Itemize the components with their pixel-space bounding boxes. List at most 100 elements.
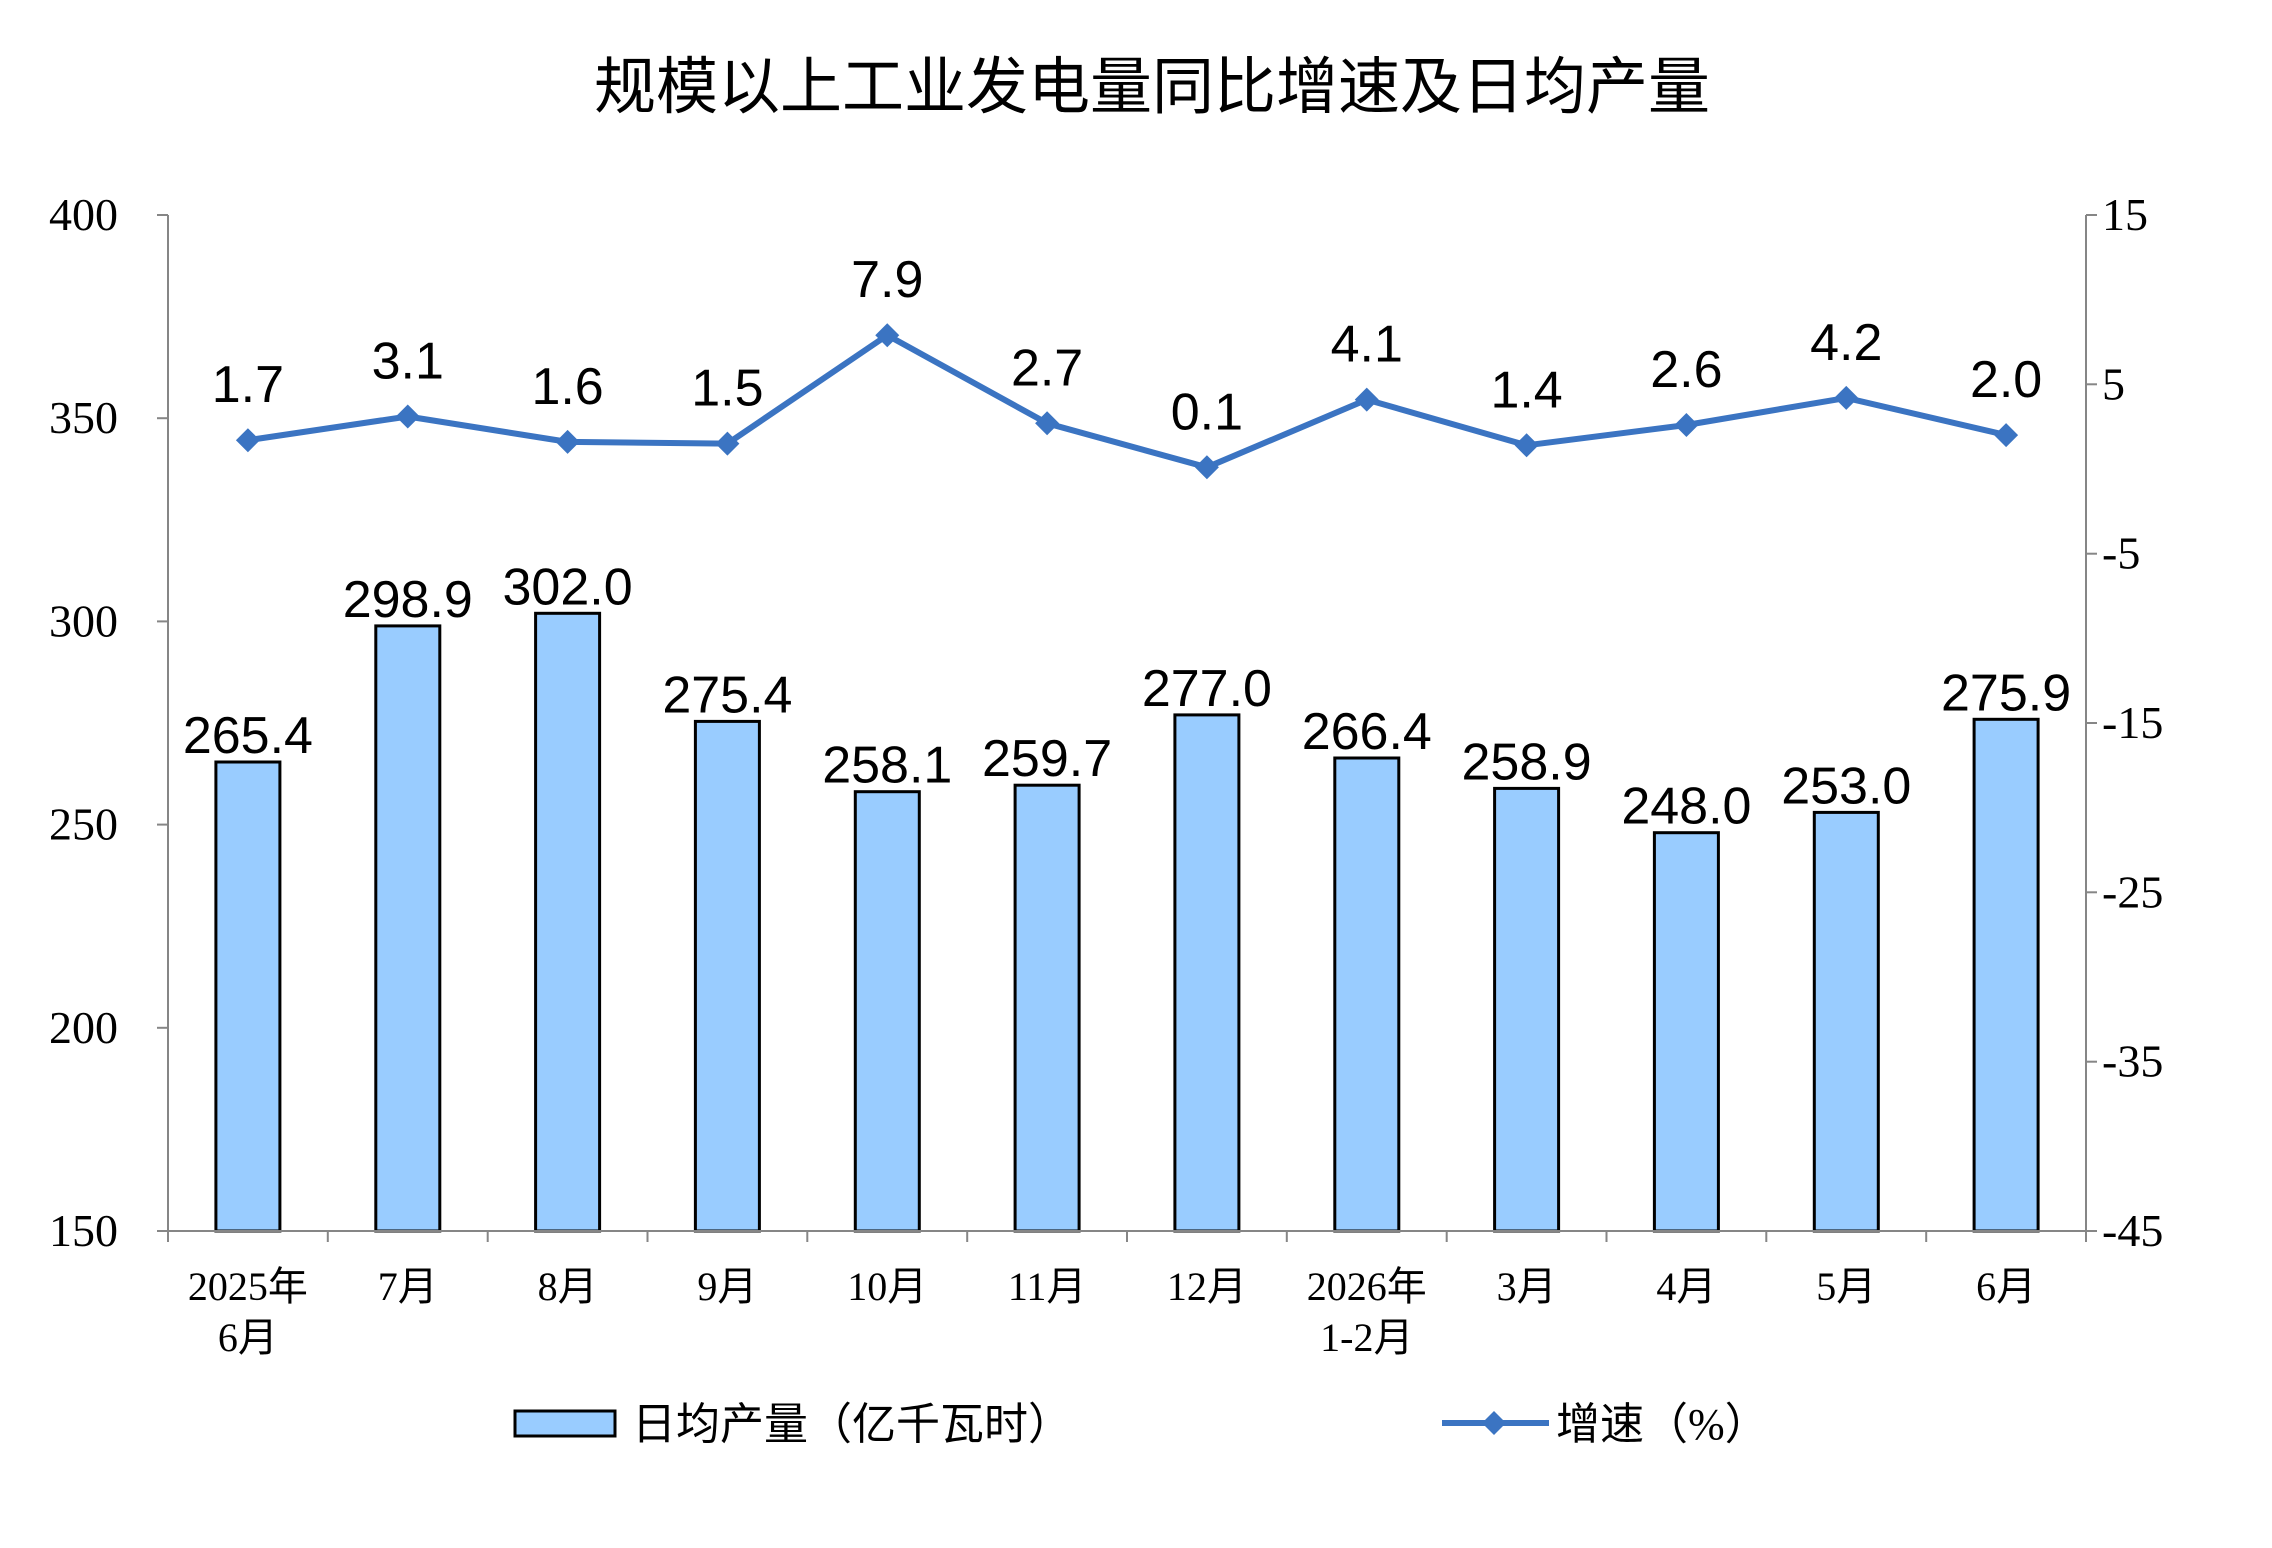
- bar-label-2: 302.0: [503, 558, 633, 616]
- right-tick-label-5: 5: [2102, 358, 2125, 409]
- x-tick-label-5: 11月: [1008, 1264, 1087, 1309]
- legend-swatch-bar: [513, 1409, 617, 1438]
- left-tick-label-4: 350: [49, 392, 118, 443]
- x-tick-label-line: 6月: [1976, 1264, 2036, 1309]
- line-point-5: [1035, 411, 1060, 436]
- line-label-4: 7.9: [851, 251, 923, 309]
- bar-2: [534, 611, 602, 1233]
- x-tick-label-3: 9月: [697, 1264, 757, 1309]
- line-label-9: 2.6: [1650, 341, 1722, 399]
- line-point-8: [1514, 433, 1539, 458]
- x-tick-label-line: 3月: [1497, 1264, 1557, 1309]
- line-point-1: [395, 404, 420, 429]
- line-label-1: 3.1: [372, 333, 444, 391]
- right-tick-label-0: -45: [2102, 1205, 2163, 1256]
- bar-label-8: 258.9: [1462, 733, 1592, 791]
- bar-10: [1812, 810, 1880, 1233]
- right-tick-label-1: -35: [2102, 1036, 2163, 1087]
- left-tick-label-1: 200: [49, 1002, 118, 1053]
- left-tick-label-5: 400: [49, 189, 118, 240]
- bar-3: [693, 719, 761, 1233]
- x-tick-label-line: 5月: [1816, 1264, 1876, 1309]
- x-tick-label-line: 1-2月: [1320, 1315, 1413, 1360]
- line-point-3: [715, 431, 740, 456]
- bar-label-4: 258.1: [822, 737, 952, 795]
- bar-label-6: 277.0: [1142, 660, 1272, 718]
- bar-label-7: 266.4: [1302, 703, 1432, 761]
- bar-4: [853, 790, 921, 1233]
- bar-9: [1652, 831, 1720, 1233]
- line-label-0: 1.7: [212, 356, 284, 414]
- plot-area: 150 200 250 300 350 400 -45 -35 -25 -15 -5 5 15 2025年…: [49, 189, 2163, 1360]
- x-tick-label-4: 10月: [847, 1264, 927, 1309]
- line-point-2: [555, 429, 580, 454]
- line-point-7: [1354, 387, 1379, 412]
- line-point-9: [1674, 412, 1699, 437]
- right-tick-label-4: -5: [2102, 528, 2140, 579]
- bar-6: [1173, 713, 1241, 1233]
- bar-7: [1333, 756, 1401, 1233]
- bar-data-labels: 265.4 298.9 302.0 275.4 258.1 259.7 277.0 266.4…: [183, 558, 2071, 835]
- line-series: [235, 323, 2019, 480]
- line-point-0: [235, 428, 260, 453]
- x-tick-label-line: 8月: [538, 1264, 598, 1309]
- bar-label-9: 248.0: [1621, 778, 1751, 836]
- line-label-2: 1.6: [531, 358, 603, 416]
- axes: 150 200 250 300 350 400 -45 -35 -25 -15 -5 5 15: [49, 189, 2163, 1256]
- x-tick-label-line: 2026年: [1307, 1264, 1427, 1309]
- line-label-5: 2.7: [1011, 339, 1083, 397]
- legend-label-line: 增速（%）: [1556, 1400, 1769, 1449]
- x-tick-label-10: 5月: [1816, 1264, 1876, 1309]
- line-data-labels: 1.7 3.1 1.6 1.5 7.9 2.7 0.1 4.1 1.4 2.6 4.2 2.0: [212, 251, 2042, 441]
- line-label-11: 2.0: [1970, 351, 2042, 409]
- bar-series: [214, 611, 2040, 1233]
- bar-0: [214, 760, 282, 1233]
- x-tick-label-line: 10月: [847, 1264, 927, 1309]
- bar-label-11: 275.9: [1941, 664, 2071, 722]
- x-tick-label-9: 4月: [1656, 1264, 1716, 1309]
- x-tick-label-0: 2025年 6月: [188, 1264, 308, 1360]
- chart-title: 规模以上工业发电量同比增速及日均产量: [594, 50, 1710, 123]
- bar-1: [374, 624, 442, 1233]
- right-tick-label-3: -15: [2102, 697, 2163, 748]
- line-label-8: 1.4: [1490, 361, 1562, 419]
- left-tick-label-2: 250: [49, 799, 118, 850]
- line-label-3: 1.5: [691, 360, 763, 418]
- line-point-11: [1994, 423, 2019, 448]
- x-tick-label-line: 6月: [218, 1315, 278, 1360]
- left-tick-label-3: 300: [49, 595, 118, 646]
- bar-label-1: 298.9: [343, 571, 473, 629]
- legend-label-bar: 日均产量（亿千瓦时）: [632, 1400, 1072, 1449]
- x-tick-label-1: 7月: [378, 1264, 438, 1309]
- x-tick-label-line: 4月: [1656, 1264, 1716, 1309]
- line-point-6: [1194, 455, 1219, 480]
- x-tick-label-line: 2025年: [188, 1264, 308, 1309]
- bar-11: [1972, 717, 2040, 1233]
- line-label-10: 4.2: [1810, 314, 1882, 372]
- bar-label-0: 265.4: [183, 707, 313, 765]
- x-tick-label-line: 11月: [1008, 1264, 1087, 1309]
- x-tick-label-line: 9月: [697, 1264, 757, 1309]
- legend: 日均产量（亿千瓦时） 增速（%）: [513, 1400, 1769, 1449]
- growth-line: [244, 332, 2010, 471]
- left-tick-label-0: 150: [49, 1205, 118, 1256]
- x-tick-label-2: 8月: [538, 1264, 598, 1309]
- right-tick-label-6: 15: [2102, 189, 2148, 240]
- x-tick-label-line: 7月: [378, 1264, 438, 1309]
- bar-5: [1013, 783, 1081, 1233]
- x-tick-label-11: 6月: [1976, 1264, 2036, 1309]
- bar-label-10: 253.0: [1781, 757, 1911, 815]
- x-tick-label-line: 12月: [1167, 1264, 1247, 1309]
- x-tick-label-6: 12月: [1167, 1264, 1247, 1309]
- legend-diamond-icon: [1482, 1411, 1506, 1435]
- x-tick-label-7: 2026年 1-2月: [1307, 1264, 1427, 1360]
- line-label-6: 0.1: [1171, 383, 1243, 441]
- right-tick-label-2: -25: [2102, 866, 2163, 917]
- line-point-4: [875, 323, 900, 348]
- x-tick-label-8: 3月: [1497, 1264, 1557, 1309]
- bar-8: [1493, 786, 1561, 1233]
- bar-label-3: 275.4: [662, 666, 792, 724]
- bar-label-5: 259.7: [982, 730, 1112, 788]
